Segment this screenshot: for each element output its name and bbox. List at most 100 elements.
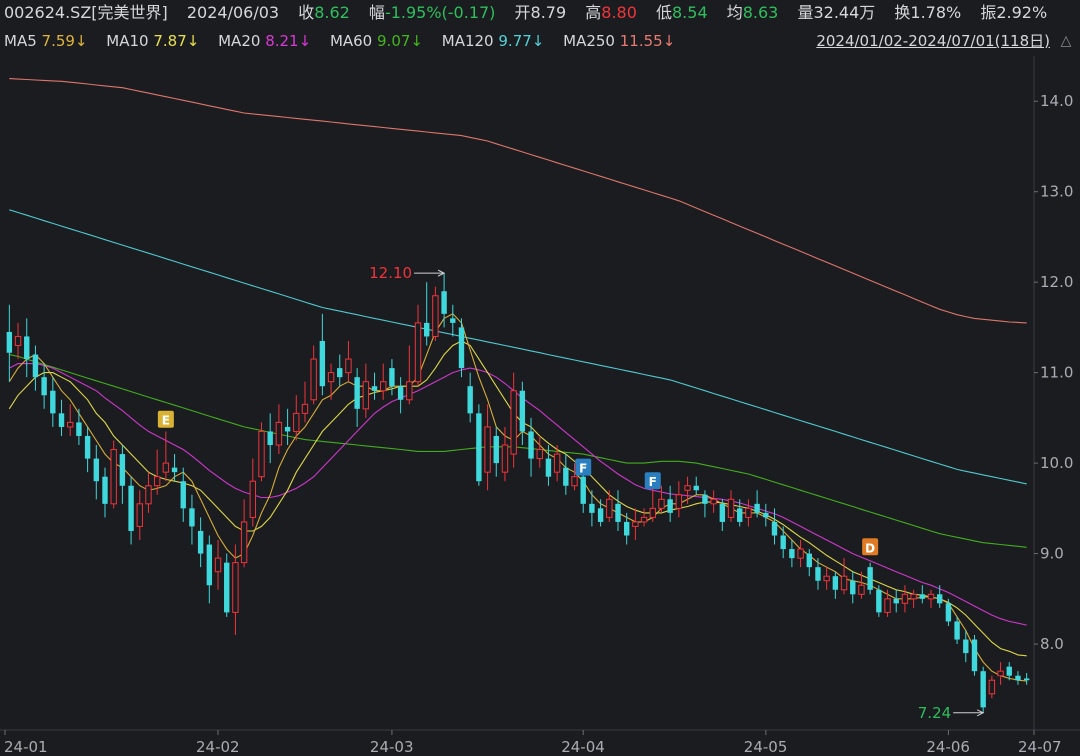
candle-body: [1015, 675, 1021, 681]
moving-average-lines: [8, 78, 1027, 682]
candle-body: [232, 562, 239, 613]
x-tick-label: 24-01: [4, 738, 48, 756]
up-candle: [67, 404, 74, 436]
amplitude-value: 2.92%: [996, 3, 1048, 22]
min-price-label: 7.24: [918, 704, 951, 722]
down-candle: [284, 408, 291, 446]
candle-body: [467, 386, 473, 414]
down-candle: [171, 454, 178, 482]
x-tick-label: 24-03: [370, 738, 414, 756]
candle-body: [319, 340, 326, 387]
down-candle: [102, 467, 108, 518]
candle-body: [667, 499, 673, 513]
ma60-line: [9, 354, 1027, 548]
event-marker-label: D: [865, 541, 875, 555]
down-candle: [589, 490, 595, 527]
candle-body: [884, 598, 891, 613]
ma5-label: MA5: [4, 32, 37, 50]
up-candle: [606, 490, 613, 522]
candle-body: [162, 462, 170, 473]
candle-body: [684, 485, 691, 491]
up-candle: [145, 472, 152, 513]
event-marker-box: [644, 472, 661, 490]
candle-body: [850, 580, 856, 595]
down-candle: [763, 503, 769, 527]
event-marker-box: [157, 410, 174, 428]
low-value: 8.54: [672, 3, 708, 22]
event-marker: F: [644, 472, 661, 490]
up-candle: [884, 589, 891, 617]
ma60-label: MA60: [329, 32, 373, 50]
up-candle: [632, 508, 639, 541]
candle-body: [771, 521, 778, 536]
candle-body: [284, 426, 291, 432]
y-tick-label: 13.0: [1040, 183, 1073, 201]
up-candle: [249, 458, 257, 527]
down-candle: [580, 472, 586, 513]
candle-body: [362, 381, 370, 410]
down-candle: [528, 417, 534, 477]
down-candle: [458, 318, 465, 378]
up-candle: [640, 508, 648, 527]
up-candle: [745, 499, 752, 527]
down-candle: [206, 535, 213, 604]
candle-body: [50, 390, 56, 414]
open-label: 开: [514, 3, 531, 22]
up-candle: [858, 571, 865, 599]
candle-body: [632, 521, 639, 527]
candle-body: [258, 430, 265, 478]
down-candle: [789, 540, 795, 568]
candle-body: [102, 476, 108, 504]
event-marker-label: F: [579, 462, 587, 476]
quote-summary: 002624.SZ[完美世界] 2024/06/03 收8.62 幅-1.95%…: [4, 2, 1047, 24]
candle-body: [84, 435, 91, 459]
up-candle: [232, 544, 239, 636]
chevron-up-icon[interactable]: △: [1060, 33, 1072, 49]
up-candle: [840, 558, 848, 595]
candle-body: [76, 422, 82, 436]
down-candle: [371, 372, 378, 400]
down-candle: [1015, 671, 1021, 685]
up-candle: [136, 490, 143, 541]
up-candle: [162, 431, 170, 482]
candle-body: [876, 589, 882, 613]
up-candle: [675, 481, 683, 518]
up-candle: [406, 345, 413, 405]
candle-body: [389, 368, 395, 387]
down-candle: [128, 476, 134, 545]
candle-body: [737, 508, 743, 522]
candlestick-chart[interactable]: E F F D 12.10 7.24 14.0 13.0 12.0 11.0 10.0 9.0 8.0…: [0, 56, 1080, 756]
change-value: -1.95%(-0.17): [384, 3, 496, 22]
down-candle: [693, 476, 699, 495]
event-marker-box: [575, 458, 592, 476]
up-candle: [362, 363, 370, 418]
up-candle: [901, 585, 909, 613]
ma250-label: MA250: [563, 32, 615, 50]
candle-body: [745, 507, 752, 518]
y-tick-label: 10.0: [1040, 454, 1073, 472]
candle-body: [275, 421, 283, 446]
down-candle: [441, 273, 447, 328]
candle-body: [424, 322, 430, 337]
x-tick-label: 24-06: [926, 738, 970, 756]
down-candle: [476, 404, 482, 486]
candle-body: [589, 503, 595, 513]
down-candle: [189, 494, 195, 545]
down-candle: [267, 413, 273, 464]
down-candle: [815, 558, 821, 590]
candle-body: [67, 421, 74, 428]
candle-body: [371, 386, 378, 391]
down-candle: [76, 408, 82, 446]
date-range-selector[interactable]: 2024/01/02-2024/07/01(118日): [816, 32, 1050, 50]
candle-body: [536, 449, 543, 460]
candle-body: [206, 544, 213, 586]
candle-body: [649, 507, 656, 518]
candle-body: [702, 494, 708, 504]
candle-body: [867, 567, 873, 590]
up-candle: [214, 540, 222, 590]
event-marker-box: [862, 538, 879, 556]
down-candle: [963, 630, 969, 663]
down-candle: [224, 553, 230, 617]
up-candle: [553, 445, 561, 482]
